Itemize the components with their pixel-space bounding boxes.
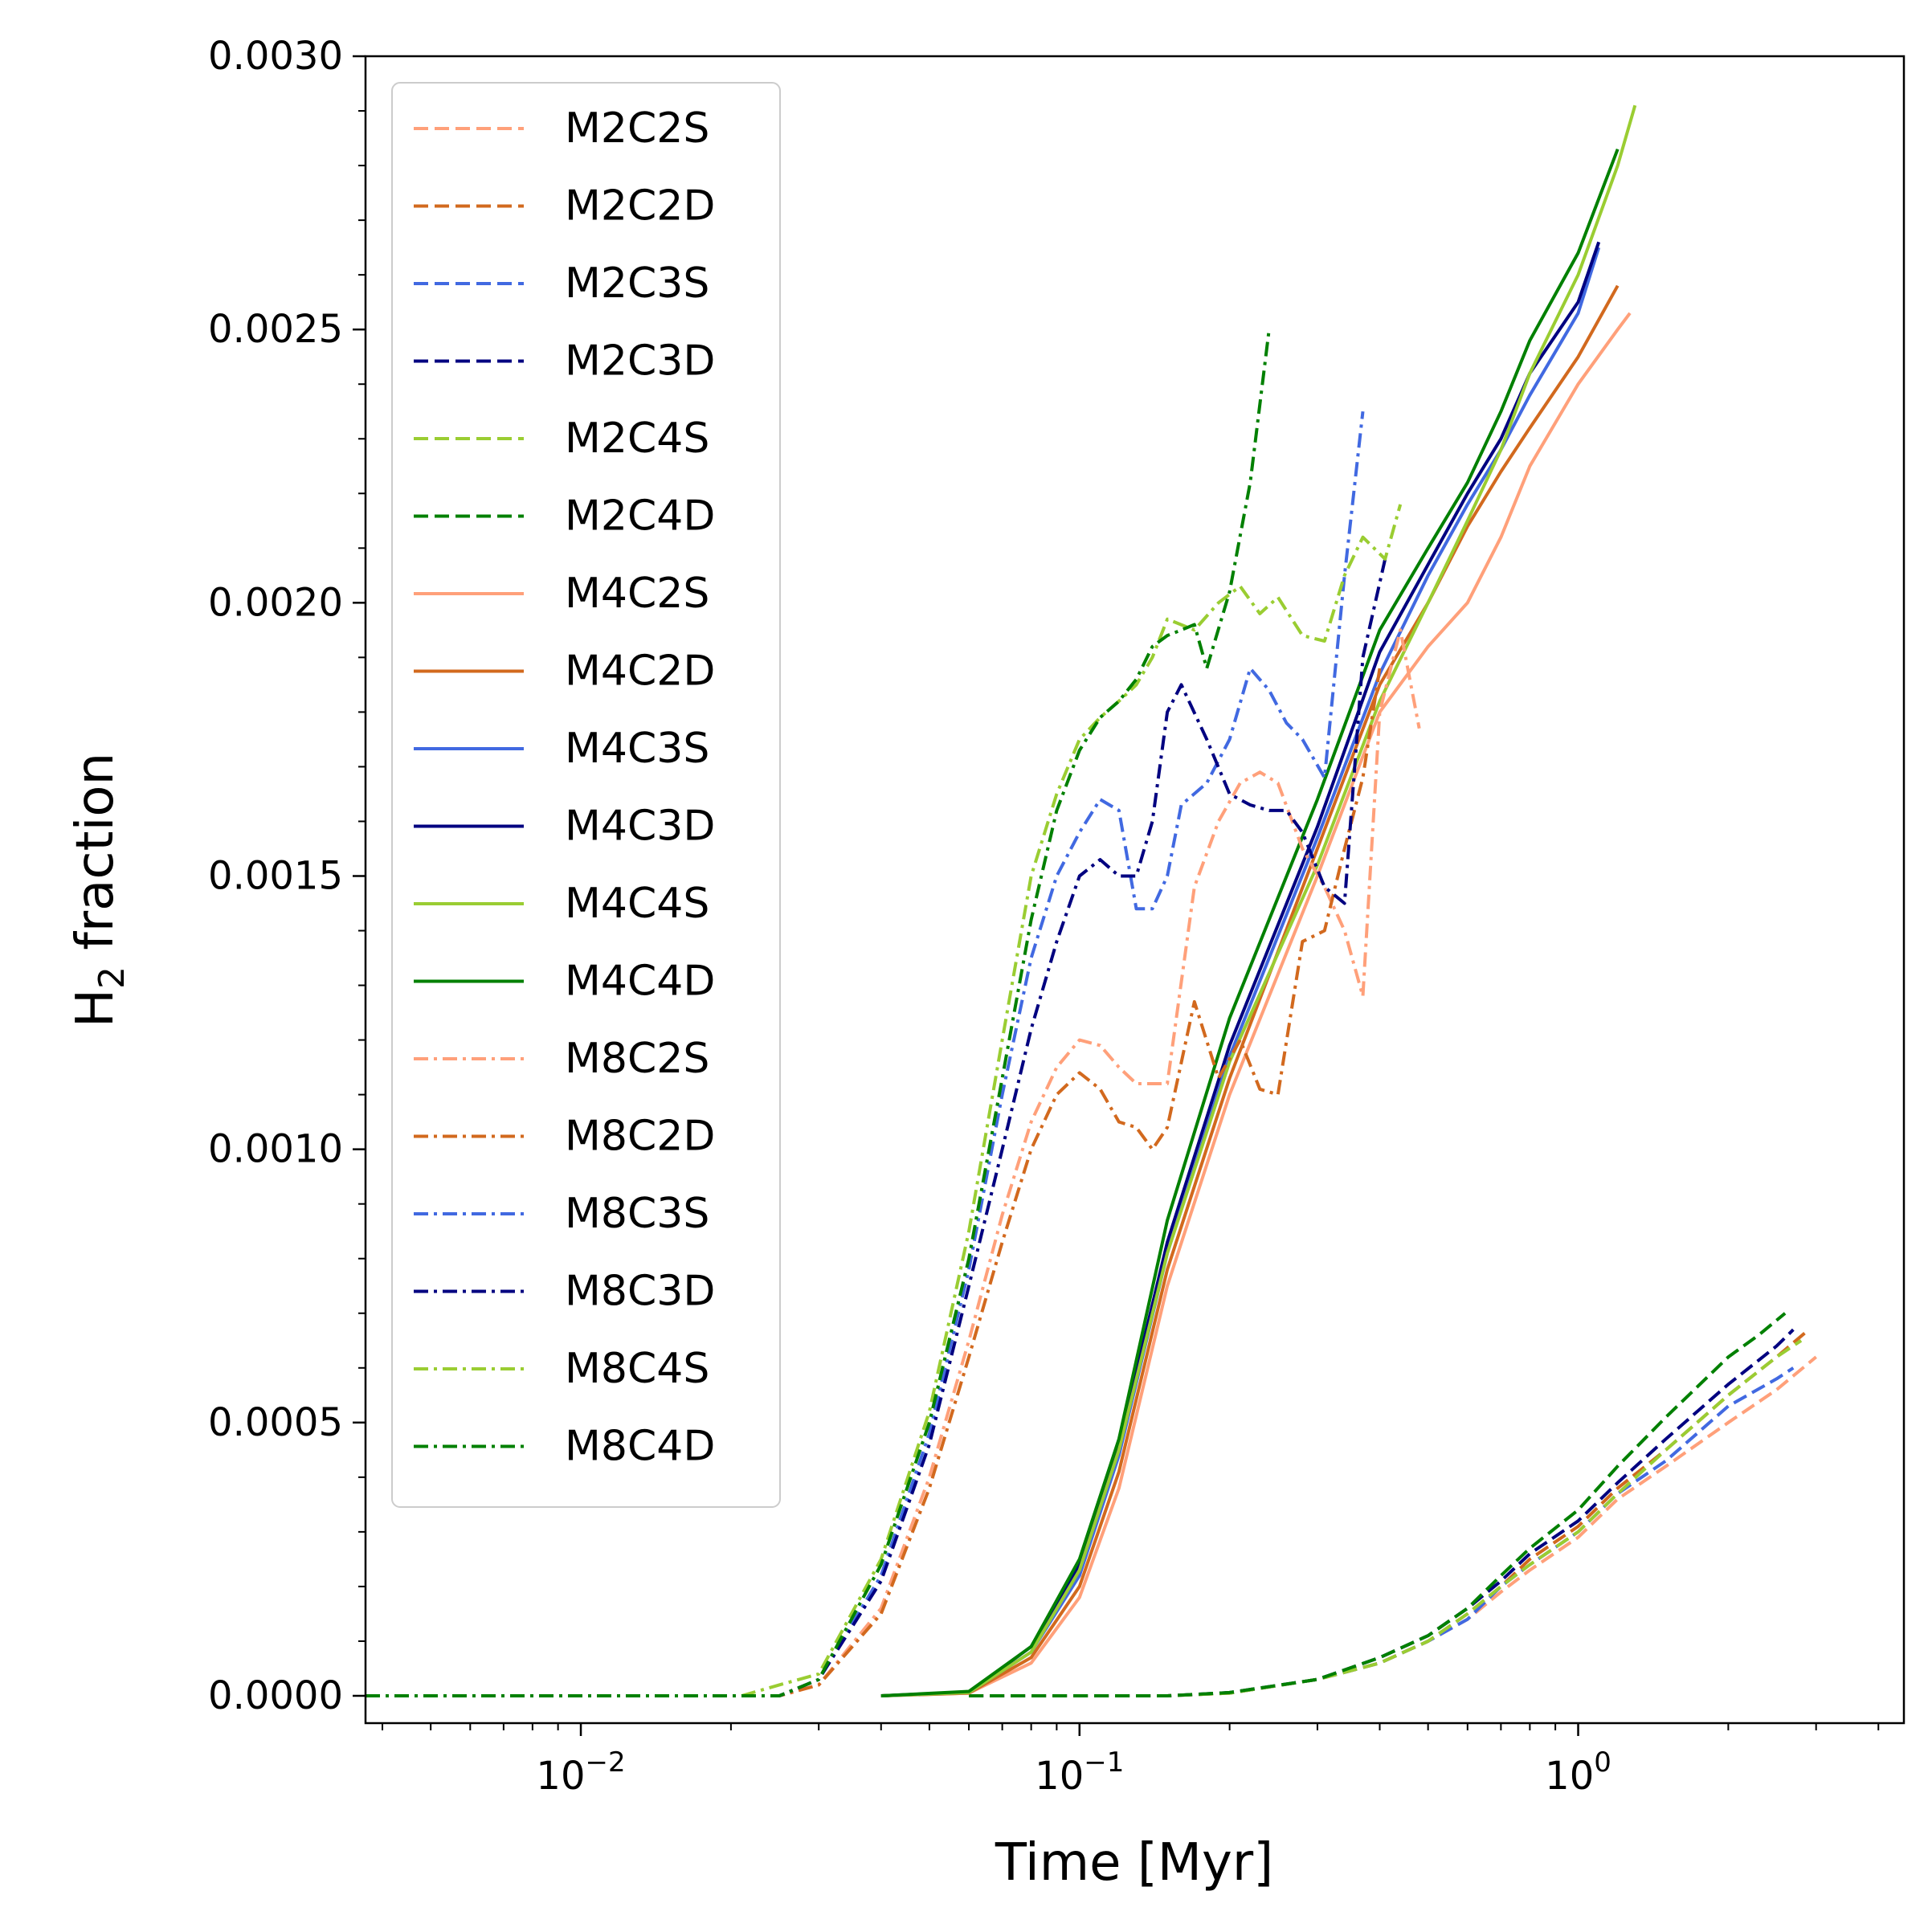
series-line-m4c4s bbox=[880, 104, 1637, 1697]
x-tick-label-exponent: −1 bbox=[1084, 1746, 1124, 1779]
x-tick-label: 10−1 bbox=[1035, 1746, 1124, 1799]
legend-label: M8C3S bbox=[565, 1190, 709, 1238]
legend-label: M2C2D bbox=[565, 182, 715, 231]
series-line-m8c4d bbox=[366, 329, 1271, 1697]
y-tick-label: 0.0020 bbox=[208, 580, 343, 625]
legend-label: M8C2S bbox=[565, 1035, 709, 1083]
legend-label: M4C3S bbox=[565, 725, 709, 773]
y-tick-label: 0.0000 bbox=[208, 1673, 343, 1718]
legend-label: M4C2S bbox=[565, 570, 709, 618]
y-tick-label: 0.0030 bbox=[208, 34, 343, 79]
y-tick-label: 0.0010 bbox=[208, 1127, 343, 1172]
series-line-m8c3s bbox=[366, 410, 1365, 1697]
series-line-m4c2s bbox=[880, 312, 1632, 1697]
y-axis: 0.0000 0.0005 0.0010 0.0015 0.0020 0.0025 0.00… bbox=[208, 34, 366, 1718]
legend-label: M8C3D bbox=[565, 1268, 715, 1316]
y-axis-label-rest: fraction bbox=[66, 753, 125, 966]
legend-label: M4C4D bbox=[565, 958, 715, 1006]
legend-label: M4C4S bbox=[565, 880, 709, 928]
series-layer bbox=[366, 104, 1817, 1697]
x-tick-label-base: 10 bbox=[1545, 1754, 1594, 1799]
legend-label: M2C3D bbox=[565, 337, 715, 386]
legend-label: M8C2D bbox=[565, 1113, 715, 1161]
y-axis-label-subscript: 2 bbox=[92, 966, 133, 989]
series-line-m4c2d bbox=[880, 284, 1620, 1697]
legend-label: M2C4S bbox=[565, 415, 709, 463]
series-line-m2c4s bbox=[969, 1339, 1803, 1697]
legend-label: M4C2D bbox=[565, 647, 715, 696]
plot-frame bbox=[364, 55, 1906, 1725]
legend-label: M2C3S bbox=[565, 259, 709, 308]
series-line-m4c4d bbox=[880, 148, 1620, 1697]
series-line-m8c4s bbox=[366, 504, 1403, 1697]
series-line-m2c2s bbox=[969, 1355, 1817, 1697]
y-tick-label: 0.0015 bbox=[208, 853, 343, 898]
y-tick-label: 0.0005 bbox=[208, 1400, 343, 1445]
y-axis-label: H2 fraction bbox=[66, 753, 133, 1027]
series-line-m2c3s bbox=[969, 1366, 1795, 1697]
legend-label: M8C4S bbox=[565, 1345, 709, 1393]
x-tick-label-exponent: 0 bbox=[1594, 1746, 1611, 1779]
legend-label: M2C2S bbox=[565, 104, 709, 153]
legend-label: M2C4D bbox=[565, 492, 715, 541]
y-axis-label-main: H bbox=[66, 989, 125, 1027]
x-axis-label: Time [Myr] bbox=[995, 1833, 1273, 1893]
x-tick-label: 100 bbox=[1545, 1746, 1611, 1799]
x-tick-label-exponent: −2 bbox=[586, 1746, 626, 1779]
x-tick-label-base: 10 bbox=[1035, 1754, 1084, 1799]
series-line-m8c2s bbox=[366, 628, 1421, 1697]
legend-label: M4C3D bbox=[565, 803, 715, 851]
x-tick-label-base: 10 bbox=[536, 1754, 585, 1799]
legend: M2C2S M2C2D M2C3S M2C3D M2C4S M2C4D M4C2S M4C2D… bbox=[391, 82, 781, 1508]
legend-label: M8C4D bbox=[565, 1423, 715, 1471]
x-tick-label: 10−2 bbox=[536, 1746, 625, 1799]
y-tick-label: 0.0025 bbox=[208, 307, 343, 352]
series-line-m8c2d bbox=[366, 668, 1382, 1697]
series-line-m8c3d bbox=[366, 558, 1387, 1697]
x-axis: 10−2 10−1 100 bbox=[382, 1723, 1880, 1799]
